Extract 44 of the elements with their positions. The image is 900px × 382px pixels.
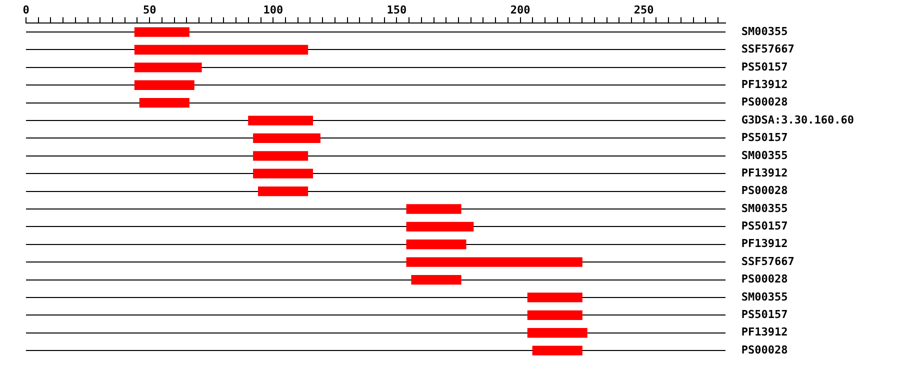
y-tick-label: PF13912 — [741, 326, 788, 339]
y-tick-label: PS50157 — [741, 308, 788, 322]
bar — [527, 310, 582, 320]
bar — [139, 98, 190, 108]
bar — [406, 222, 474, 232]
y-tick-label: PS00028 — [741, 343, 788, 356]
bar — [406, 204, 462, 214]
bar — [258, 186, 308, 196]
bar — [134, 27, 190, 37]
y-tick-label: G3DSA:3.30.160.60 — [741, 113, 854, 126]
x-tick-label: 200 — [510, 3, 530, 16]
y-tick-label: SM00355 — [741, 148, 788, 162]
y-tick-label: PS50157 — [741, 60, 788, 74]
bar — [134, 80, 194, 90]
bar — [134, 44, 308, 55]
y-tick-label: PS00028 — [741, 96, 788, 109]
y-tick-label: PF13912 — [741, 78, 788, 91]
x-tick-label: 250 — [634, 3, 654, 16]
bar — [134, 62, 202, 72]
bar — [253, 133, 320, 144]
bar — [406, 257, 582, 267]
y-tick-label: PS50157 — [741, 131, 788, 144]
y-tick-label: PF13912 — [741, 166, 788, 180]
y-tick-label: PS50157 — [741, 220, 788, 233]
x-tick-label: 100 — [263, 3, 284, 16]
y-tick-label: PF13912 — [741, 237, 788, 250]
bar — [527, 328, 588, 338]
bar — [253, 168, 314, 178]
y-tick-label: SSF57667 — [741, 42, 794, 56]
x-tick-label: 50 — [142, 3, 156, 16]
bar — [406, 240, 466, 250]
y-tick-label: SM00355 — [741, 24, 788, 38]
y-tick-label: SM00355 — [741, 290, 788, 304]
bar — [253, 151, 308, 161]
bar — [248, 116, 314, 126]
bar — [532, 346, 582, 356]
y-tick-label: PS00028 — [741, 184, 788, 198]
x-tick-label: 150 — [386, 3, 407, 16]
bar — [411, 274, 462, 285]
bar — [527, 292, 582, 302]
y-tick-label: PS00028 — [741, 272, 788, 286]
x-tick-label: 0 — [22, 3, 30, 16]
y-tick-label: SSF57667 — [741, 254, 794, 268]
y-tick-label: SM00355 — [741, 202, 788, 215]
